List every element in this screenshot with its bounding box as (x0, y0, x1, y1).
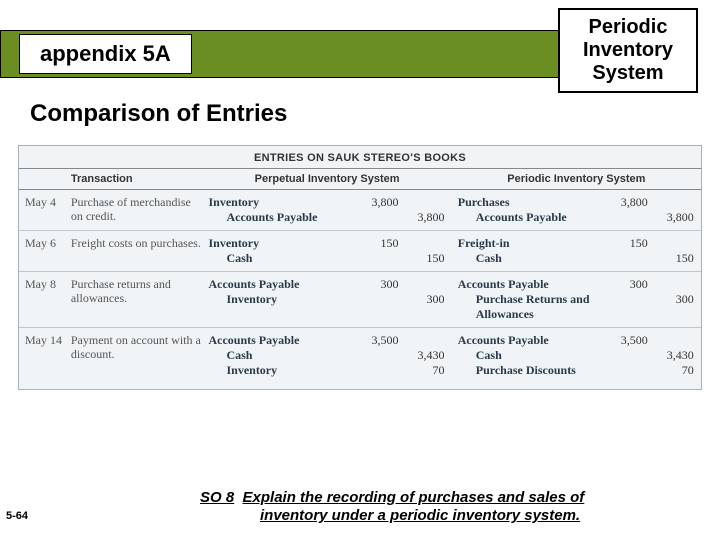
table-body: May 4Purchase of merchandise on credit.I… (19, 190, 701, 389)
date-cell: May 6 (19, 236, 71, 266)
perpetual-cell: Inventory3,800Accounts Payable3,800 (202, 195, 451, 225)
appendix-title: appendix 5A (19, 34, 192, 74)
study-objective: SO 8 Explain the recording of purchases … (200, 489, 714, 527)
so-label: SO 8 (200, 489, 234, 506)
entries-table: ENTRIES ON SAUK STEREO'S BOOKS Transacti… (18, 145, 702, 390)
so-text2: inventory under a periodic inventory sys… (200, 507, 580, 526)
perpetual-cell: Inventory150Cash150 (202, 236, 451, 266)
perpetual-cell: Accounts Payable300Inventory300 (202, 277, 451, 322)
col-perpetual: Perpetual Inventory System (202, 173, 451, 185)
callout-box: Periodic Inventory System (558, 8, 698, 93)
periodic-cell: Freight-in150Cash150 (452, 236, 701, 266)
transaction-cell: Payment on account with a discount. (71, 333, 203, 378)
transaction-cell: Purchase returns and allowances. (71, 277, 203, 322)
transaction-cell: Purchase of merchandise on credit. (71, 195, 203, 225)
col-periodic: Periodic Inventory System (452, 173, 701, 185)
periodic-cell: Accounts Payable3,500Cash3,430Purchase D… (452, 333, 701, 378)
perpetual-cell: Accounts Payable3,500Cash3,430Inventory7… (202, 333, 451, 378)
date-cell: May 4 (19, 195, 71, 225)
appendix-title-text: appendix 5A (40, 41, 171, 66)
header-bar: appendix 5A (0, 30, 560, 78)
transaction-cell: Freight costs on purchases. (71, 236, 203, 266)
table-row: May 6Freight costs on purchases.Inventor… (19, 231, 701, 272)
callout-line1: Periodic (564, 16, 692, 39)
table-row: May 8Purchase returns and allowances.Acc… (19, 272, 701, 328)
date-cell: May 14 (19, 333, 71, 378)
page-number: 5-64 (6, 510, 28, 522)
periodic-cell: Accounts Payable300Purchase Returns and … (452, 277, 701, 322)
so-text1: Explain the recording of purchases and s… (243, 489, 585, 506)
callout-line3: System (564, 62, 692, 85)
table-row: May 4Purchase of merchandise on credit.I… (19, 190, 701, 231)
section-subtitle: Comparison of Entries (30, 100, 287, 128)
page-number-text: 5-64 (6, 510, 28, 522)
col-date (19, 173, 71, 185)
table-header-row: Transaction Perpetual Inventory System P… (19, 168, 701, 190)
callout-line2: Inventory (564, 39, 692, 62)
date-cell: May 8 (19, 277, 71, 322)
subtitle-text: Comparison of Entries (30, 100, 287, 127)
table-caption: ENTRIES ON SAUK STEREO'S BOOKS (19, 146, 701, 168)
periodic-cell: Purchases3,800Accounts Payable3,800 (452, 195, 701, 225)
col-transaction: Transaction (71, 173, 203, 185)
table-row: May 14Payment on account with a discount… (19, 328, 701, 389)
